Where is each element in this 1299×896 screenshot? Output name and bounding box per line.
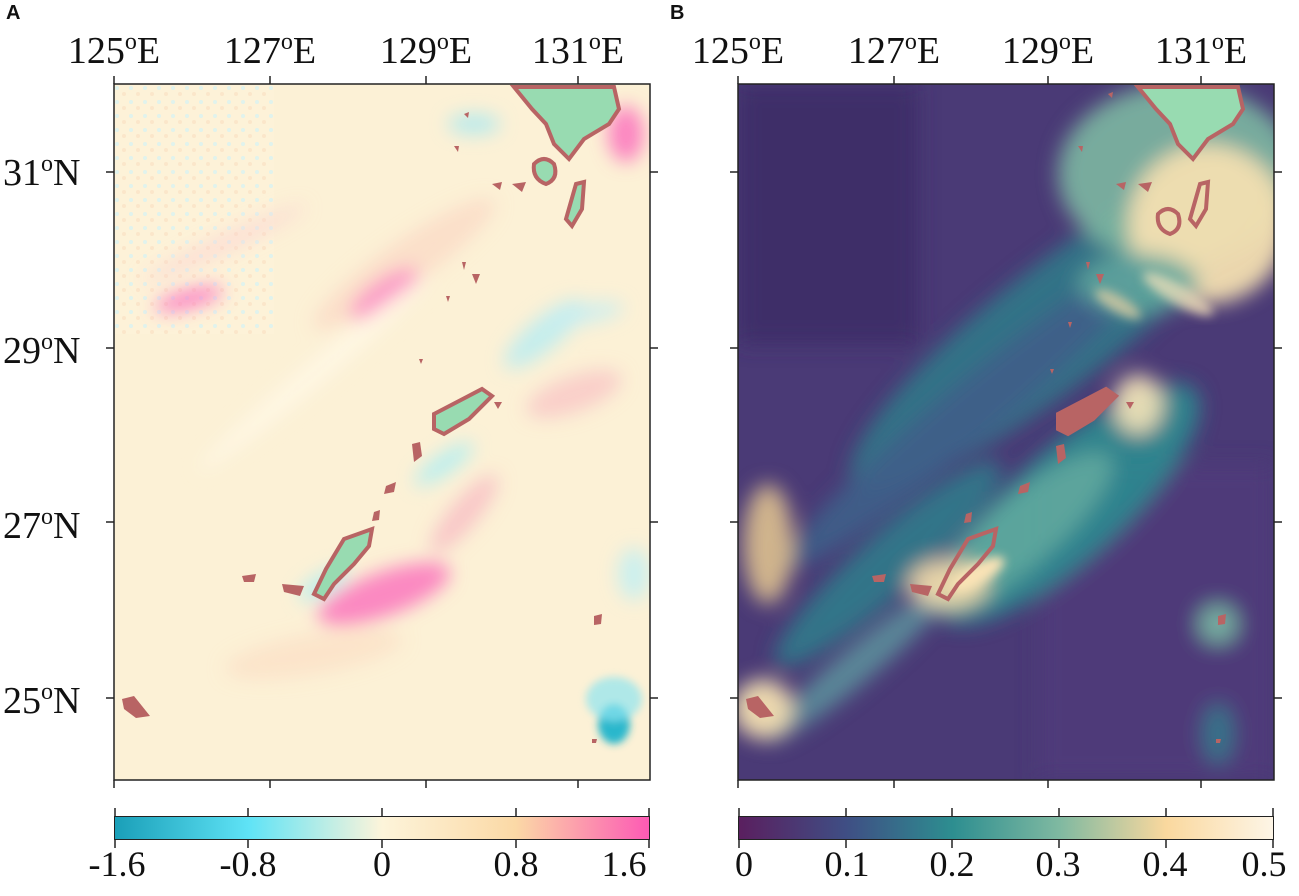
panel-a-lat-label-31: 31oN [3,151,81,194]
panel-a-colorbar-tick-label: 0.8 [493,844,539,884]
panel-a-lon-label-131: 131oE [531,29,625,72]
panel-a-colorbar-ticks [114,808,650,848]
panel-b-lon-label-129: 129oE [1001,29,1095,72]
panel-b-islands [746,85,1246,743]
panel-a-colorbar [114,816,650,840]
panel-a-lon-label-129: 129oE [379,29,473,72]
panel-a-colorbar-tick-label: -0.8 [219,844,277,884]
panel-b-colorbar-tick-label: 0.3 [1035,844,1081,884]
panel-a-lat-label-27: 27oN [3,504,81,547]
panel-b-colorbar-tick-label: 0.4 [1142,844,1188,884]
panel-a-map [114,84,650,780]
panel-a-lat-label-25: 25oN [3,679,81,722]
panel-a-islands [122,85,622,743]
panel-b-letter: B [670,2,685,24]
panel-a-colorbar-tick-label: 0 [373,844,391,884]
panel-b-lon-label-131: 131oE [1154,29,1248,72]
panel-a-letter: A [6,2,21,24]
panel-b-frame-ticks [730,76,1282,788]
panel-a-lat-label-29: 29oN [3,329,81,372]
panel-b-colorbar-tick-label: 0.2 [929,844,975,884]
panel-a-frame-ticks [106,76,658,788]
panel-a-colorbar-tick-label: -1.6 [88,844,146,884]
panel-a-lon-label-125: 125oE [67,29,161,72]
panel-b-colorbar-ticks [738,808,1274,848]
panel-b-colorbar [738,816,1274,840]
panel-b-map [738,84,1274,780]
panel-b-colorbar-tick-label: 0.5 [1241,844,1287,884]
panel-a-colorbar-tick-label: 1.6 [601,844,647,884]
panel-a-lon-label-127: 127oE [223,29,317,72]
panel-b-colorbar-tick-label: 0.1 [824,844,870,884]
panel-a-anomaly-field [142,106,650,680]
panel-b-lon-label-127: 127oE [847,29,941,72]
panel-b-lon-label-125: 125oE [691,29,785,72]
panel-b-colorbar-tick-label: 0 [735,844,753,884]
